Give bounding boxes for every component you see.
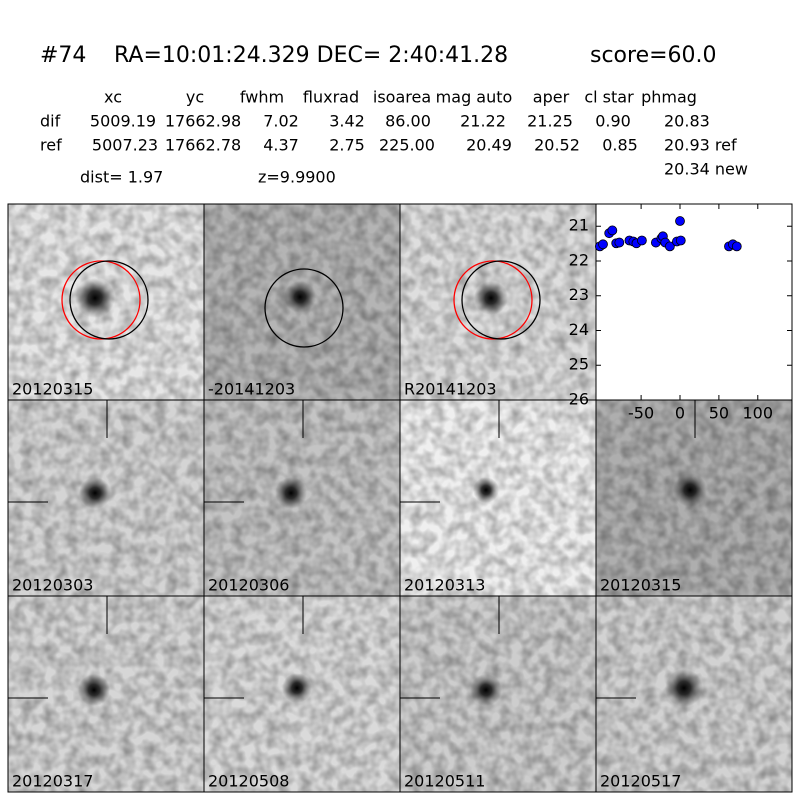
panel-label: 20120317 xyxy=(12,772,93,791)
panel-label: 20120315 xyxy=(12,380,93,399)
table-cell: 17662.78 xyxy=(165,136,241,155)
source-blob xyxy=(284,281,316,313)
table-cell: 20.93 ref xyxy=(664,136,737,155)
aperture-circle xyxy=(61,260,141,340)
table-cell: 5009.19 xyxy=(90,112,156,131)
table-cell: 20.49 xyxy=(466,136,512,155)
row-label: dif xyxy=(40,112,61,131)
column-header: cl star xyxy=(584,88,634,107)
redshift: z=9.9900 xyxy=(258,168,336,187)
table-cell: 7.02 xyxy=(263,112,299,131)
panel-label: 20120313 xyxy=(404,576,485,595)
table-cell: 21.25 xyxy=(527,112,573,131)
table-cell: 20.83 xyxy=(664,112,710,131)
panel-label: 20120517 xyxy=(600,772,681,791)
x-tick-label: -50 xyxy=(628,404,654,423)
source-blob xyxy=(75,278,115,318)
source-blob xyxy=(470,674,502,706)
table-cell: 17662.98 xyxy=(165,112,241,131)
source-blob xyxy=(275,477,307,509)
panel-label: -20141203 xyxy=(208,380,295,399)
y-tick-label: 24 xyxy=(569,320,589,339)
score: score=60.0 xyxy=(590,43,717,68)
column-header: yc xyxy=(186,88,204,107)
source-blob xyxy=(673,473,707,507)
table-cell: 225.00 xyxy=(379,136,435,155)
column-header: fluxrad xyxy=(303,88,359,107)
row-label: ref xyxy=(40,136,62,155)
distance: dist= 1.97 xyxy=(80,168,163,187)
source-blob xyxy=(78,674,110,706)
data-point xyxy=(598,239,608,250)
data-point xyxy=(636,235,647,246)
panel-label: 20120508 xyxy=(208,772,289,791)
table-cell: 4.37 xyxy=(263,136,299,155)
column-header: aper xyxy=(533,88,570,107)
aperture-circle xyxy=(264,268,344,348)
aperture-circle xyxy=(461,260,541,340)
source-blob xyxy=(79,477,111,509)
table-cell: 0.90 xyxy=(595,112,631,131)
column-header: phmag xyxy=(641,88,697,107)
table-cell: 20.52 xyxy=(534,136,580,155)
aperture-circle xyxy=(453,260,533,340)
image-noise xyxy=(400,400,596,596)
image-panels: 20120315 -20141203 R20141203 20120303 201203… xyxy=(7,203,793,793)
source-blob xyxy=(282,673,312,703)
candidate-id: #74 xyxy=(40,43,86,68)
panel-label: 20120511 xyxy=(404,772,485,791)
panel-frame xyxy=(595,595,793,793)
y-tick-label: 26 xyxy=(569,390,589,409)
data-point xyxy=(731,241,742,252)
data-point xyxy=(607,225,618,236)
data-point xyxy=(664,241,675,252)
column-header: xc xyxy=(104,88,122,107)
x-tick-label: 0 xyxy=(675,404,685,423)
x-tick-label: 100 xyxy=(743,404,774,423)
column-header: mag auto xyxy=(436,88,513,107)
panel-label: R20141203 xyxy=(404,380,497,399)
table-cell: 5007.23 xyxy=(92,136,158,155)
table-cell: 0.85 xyxy=(602,136,638,155)
scatter-plot: 21 22 23 24 25 26 -50 0 50 100 xyxy=(569,203,793,423)
table-cell: 3.42 xyxy=(329,112,365,131)
table-cell: 2.75 xyxy=(329,136,365,155)
header: #74 RA=10:01:24.329 DEC= 2:40:41.28 scor… xyxy=(40,43,717,187)
column-header: fwhm xyxy=(240,88,284,107)
x-tick-label: 50 xyxy=(709,404,729,423)
panel-label: 20120306 xyxy=(208,576,289,595)
table-cell: 86.00 xyxy=(385,112,431,131)
source-blob xyxy=(474,281,508,315)
source-blob xyxy=(665,669,703,707)
source-blob xyxy=(473,477,499,503)
data-point xyxy=(675,235,686,246)
aperture-circle xyxy=(69,260,149,340)
y-tick-label: 21 xyxy=(569,216,589,235)
plot-area xyxy=(595,203,793,401)
y-tick-label: 23 xyxy=(569,285,589,304)
table-cell: 21.22 xyxy=(460,112,506,131)
data-point xyxy=(675,216,685,226)
y-tick-label: 22 xyxy=(569,250,589,269)
panel-label: 20120315 xyxy=(600,576,681,595)
stats-table: xc yc fwhm fluxrad isoarea mag auto aper cl sta… xyxy=(40,88,748,179)
y-tick-label: 25 xyxy=(569,355,589,374)
coordinates: RA=10:01:24.329 DEC= 2:40:41.28 xyxy=(114,43,508,68)
data-point xyxy=(614,237,625,248)
table-cell: 20.34 new xyxy=(664,160,748,179)
column-header: isoarea xyxy=(373,88,431,107)
panel-label: 20120303 xyxy=(12,576,93,595)
